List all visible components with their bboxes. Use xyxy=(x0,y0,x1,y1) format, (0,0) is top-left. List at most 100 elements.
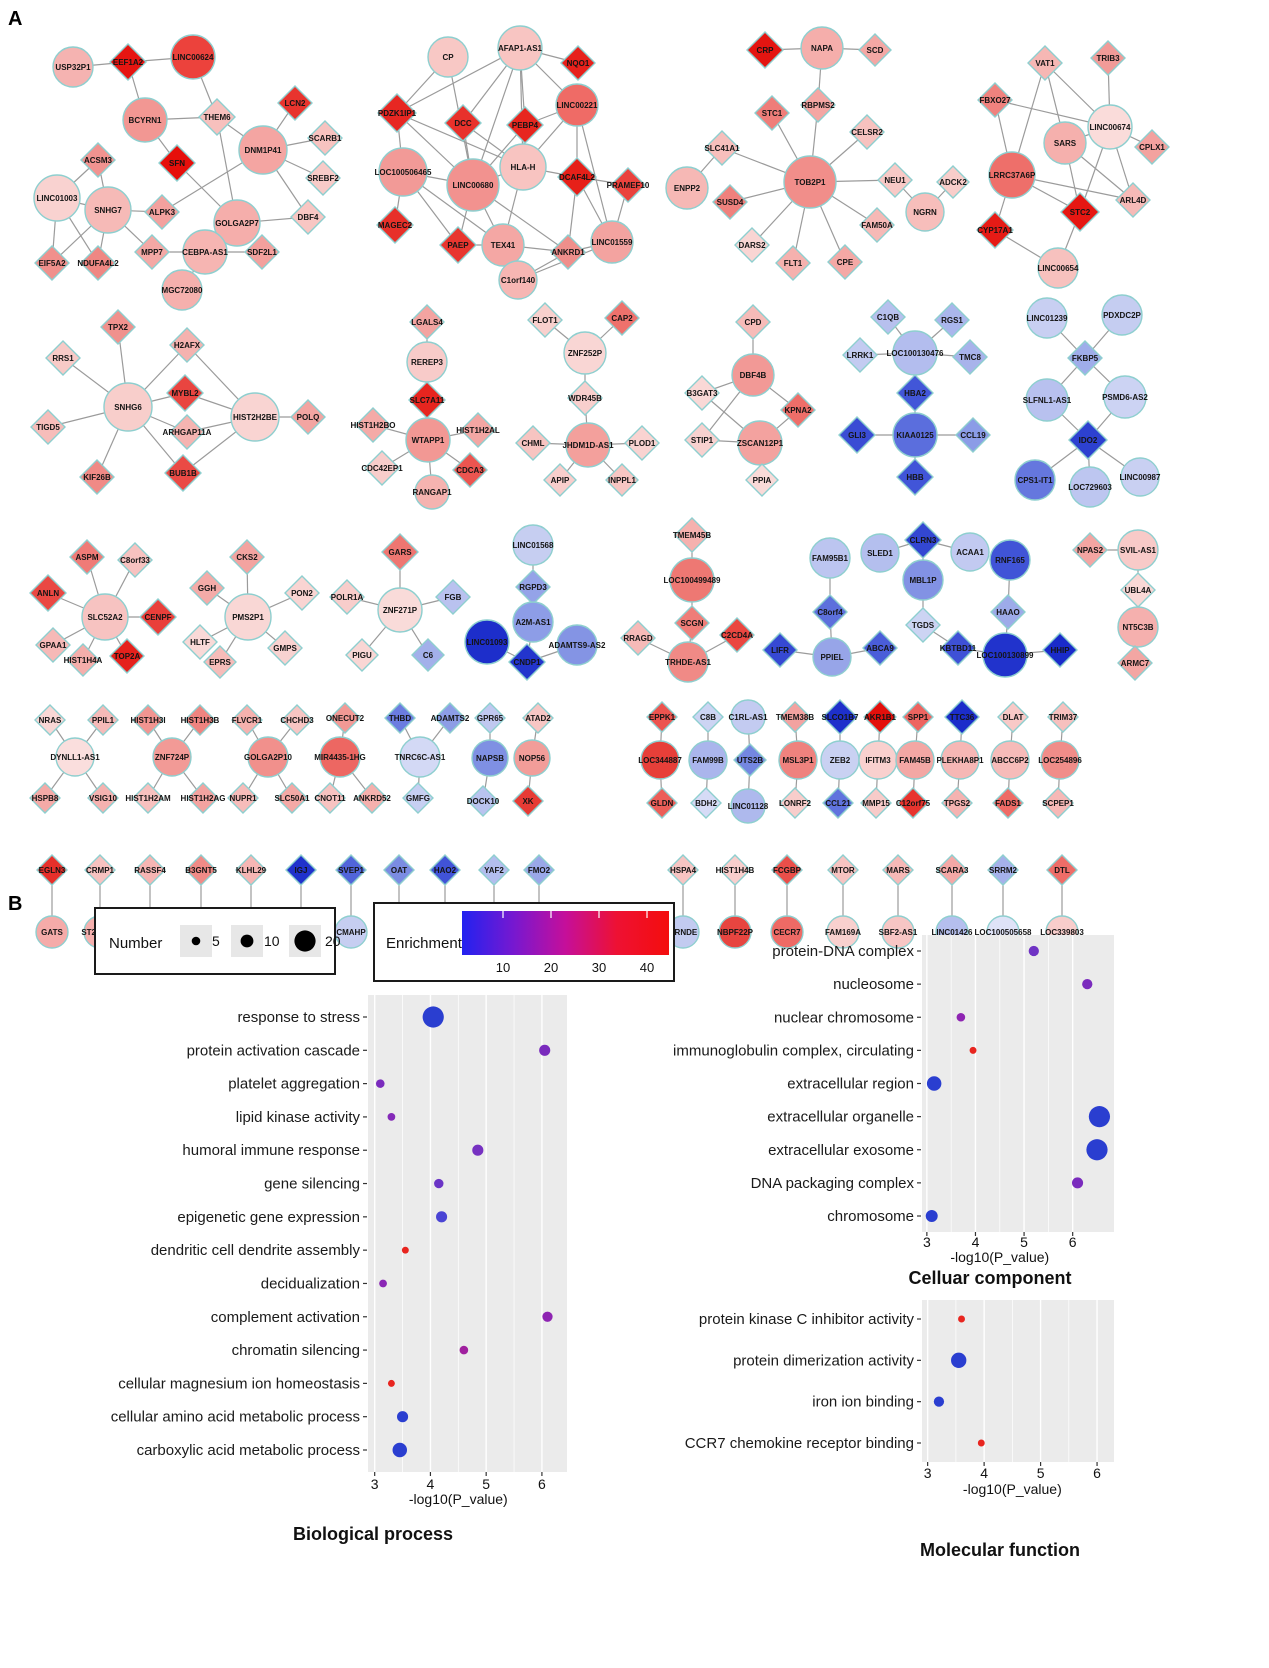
gene-node-circle xyxy=(556,624,598,666)
gene-node-diamond xyxy=(144,194,180,230)
category-label: protein activation cascade xyxy=(187,1042,360,1059)
gene-node-label: ZNF724P xyxy=(155,753,190,762)
gene-node-label: ALPK3 xyxy=(149,208,176,217)
gene-node-diamond xyxy=(34,245,70,281)
gene-node-diamond xyxy=(402,782,434,814)
x-tick-label: 5 xyxy=(1020,1234,1028,1250)
network-edge xyxy=(576,104,613,243)
gene-node-diamond xyxy=(66,643,100,677)
gene-node-diamond xyxy=(383,854,415,886)
gene-node-label: FAM169A xyxy=(825,928,861,937)
gene-node-diamond xyxy=(184,704,216,736)
scatter-point xyxy=(542,1311,553,1322)
gene-node-diamond xyxy=(952,339,988,375)
gene-node-label: LINC01568 xyxy=(513,541,554,550)
gene-node-label: PDXDC2P xyxy=(1103,311,1141,320)
gene-node-label: PIGU xyxy=(352,651,372,660)
gene-node-label: XK xyxy=(522,797,533,806)
gene-node-diamond xyxy=(812,594,848,630)
gene-node-label: PDZK1IP1 xyxy=(378,109,417,118)
gene-node-circle xyxy=(640,740,680,780)
gene-node-diamond xyxy=(1042,787,1074,819)
gene-node-circle xyxy=(1069,466,1111,508)
gene-node-diamond xyxy=(512,785,544,817)
gene-node-circle xyxy=(988,151,1036,199)
category-label: protein dimerization activity xyxy=(733,1352,914,1369)
gene-node-diamond xyxy=(780,392,816,428)
gene-node-diamond xyxy=(429,854,461,886)
gene-node-diamond xyxy=(376,206,414,244)
gene-node-label: HIST2H2BE xyxy=(233,413,278,422)
gene-node-circle xyxy=(990,740,1030,780)
network-cluster-row4: NRAS PPIL1 DYNLL1-AS1 HSPB8 VSIG10 HIST1H3I HI… xyxy=(29,699,1082,824)
gene-node-diamond xyxy=(134,234,170,270)
gene-node-label: ZEB2 xyxy=(830,756,851,765)
gene-node-label: ATAD2 xyxy=(525,714,551,723)
gene-node-label: SNHG6 xyxy=(114,403,142,412)
gene-node-label: TTC36 xyxy=(950,713,975,722)
gene-node-label: LOC100130476 xyxy=(887,349,944,358)
gene-node-diamond xyxy=(733,743,767,777)
gene-node-label: CPE xyxy=(837,258,854,267)
gene-node-label: ZNF271P xyxy=(383,606,418,615)
gene-node-diamond xyxy=(877,162,913,198)
gene-node-label: HIST1H2AG xyxy=(181,794,226,803)
gene-node-label: TOB2P1 xyxy=(795,178,827,187)
gene-node-label: KLHL29 xyxy=(236,866,267,875)
gene-node-diamond xyxy=(335,854,367,886)
category-label: protein kinase C inhibitor activity xyxy=(699,1311,915,1328)
gene-node-label: KPNA2 xyxy=(784,406,812,415)
gene-node-label: NGRN xyxy=(913,208,937,217)
gene-node-label: HLA-H xyxy=(511,163,536,172)
gene-node-label: AFAP1-AS1 xyxy=(498,44,543,53)
x-tick-label: 4 xyxy=(972,1234,980,1250)
gene-node-diamond xyxy=(276,782,308,814)
gene-node-diamond xyxy=(29,574,67,612)
plot-title: Celluar component xyxy=(908,1268,1071,1288)
gene-node-label: HIST1H2BO xyxy=(351,421,396,430)
gene-node-circle xyxy=(497,25,543,71)
gene-node-diamond xyxy=(779,701,811,733)
gene-node-label: CHCHD3 xyxy=(280,716,314,725)
gene-node-circle xyxy=(892,412,938,458)
gene-node-circle xyxy=(464,619,510,665)
gene-node-label: LOC100505658 xyxy=(975,928,1032,937)
gene-node-label: ZNF252P xyxy=(568,349,603,358)
gene-node-circle xyxy=(555,83,599,127)
gene-node-label: SLC52A2 xyxy=(87,613,123,622)
gene-node-label: DYNLL1-AS1 xyxy=(50,753,100,762)
gene-node-label: CPLX1 xyxy=(1139,143,1165,152)
gene-node-diamond xyxy=(284,575,320,611)
gene-node-label: HIST1H3B xyxy=(181,716,220,725)
network-cluster-r3-c6: FAM95B1 SLED1 CLRN3 ACAA1 RNF165 C8orf4 MBL1P T… xyxy=(762,521,1078,678)
gene-node-label: LINC00624 xyxy=(173,53,214,62)
gene-node-diamond xyxy=(1027,45,1063,81)
gene-node-label: C8orf33 xyxy=(120,556,150,565)
gene-node-circle xyxy=(427,36,469,78)
gene-node-diamond xyxy=(305,160,341,196)
gene-node-label: KIF26B xyxy=(83,473,111,482)
gene-node-diamond xyxy=(940,630,976,666)
category-label: humoral immune response xyxy=(182,1142,360,1159)
gene-node-label: FGB xyxy=(445,593,462,602)
gene-node-label: NAPSB xyxy=(476,754,504,763)
gene-node-label: WDR45B xyxy=(568,394,602,403)
gene-node-label: IDO2 xyxy=(1079,436,1098,445)
gene-node-label: BCYRN1 xyxy=(129,116,162,125)
gene-node-circle xyxy=(122,97,168,143)
gene-node-label: GMPS xyxy=(273,644,297,653)
gene-node-label: TMC8 xyxy=(959,353,981,362)
gene-node-label: EGLN3 xyxy=(39,866,66,875)
gene-node-diamond xyxy=(605,463,639,497)
gene-node-diamond xyxy=(1090,40,1126,76)
plot-cc: protein-DNA complex nucleosome nuclear chr… xyxy=(673,935,1114,1288)
gene-node-circle xyxy=(940,740,980,780)
gene-node-diamond xyxy=(762,632,798,668)
gene-node-diamond xyxy=(620,620,656,656)
gene-node-diamond xyxy=(941,787,973,819)
gene-node-label: NUPR1 xyxy=(229,794,257,803)
gene-node-circle xyxy=(399,736,441,778)
gene-node-label: SLFNL1-AS1 xyxy=(1023,396,1072,405)
gene-node-diamond xyxy=(522,702,554,734)
gene-node-diamond xyxy=(30,409,66,445)
